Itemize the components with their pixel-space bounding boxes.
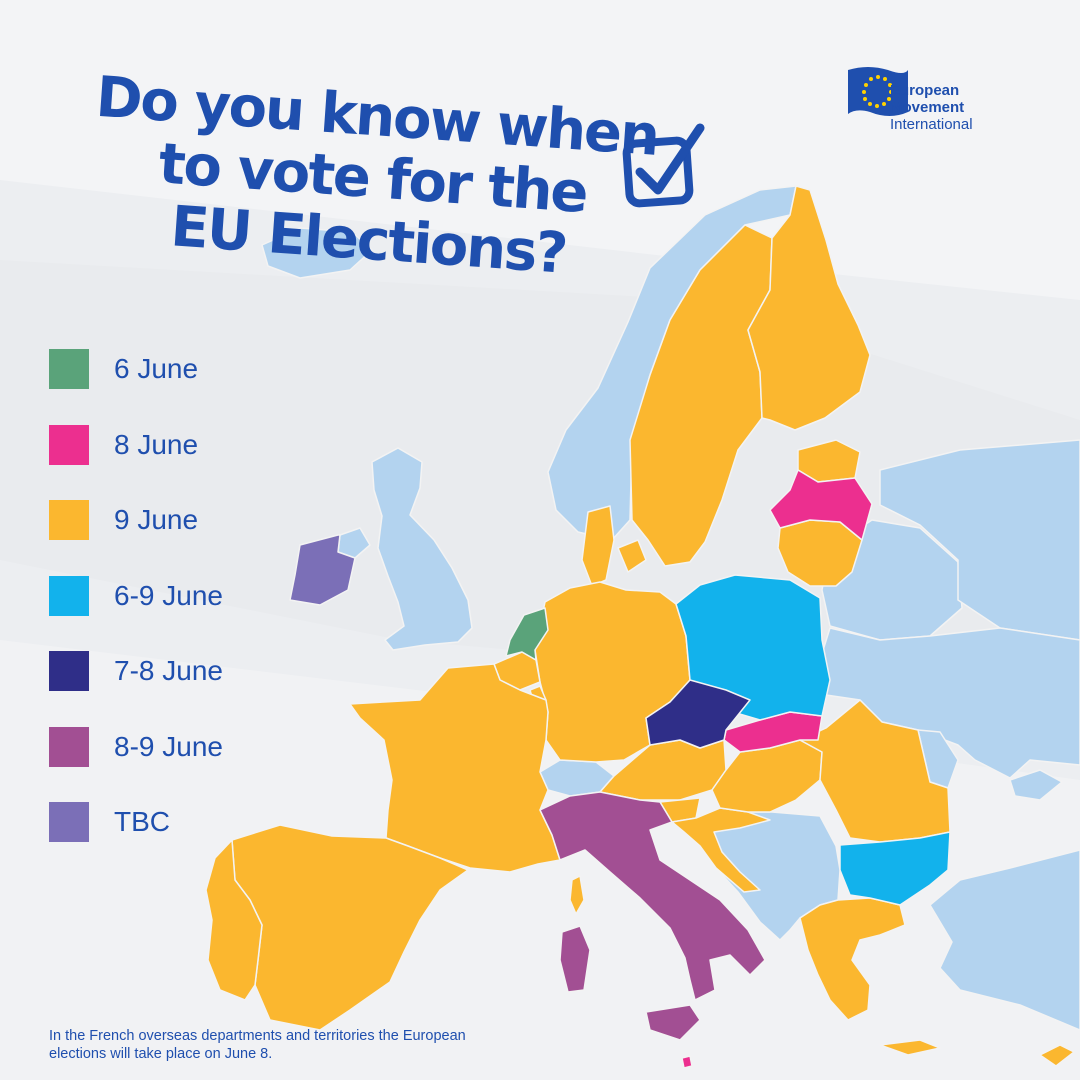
legend-label: 6-9 June: [114, 579, 223, 611]
country-portugal: [205, 839, 263, 1001]
logo-line-1: European: [890, 82, 960, 99]
legend-label: 6 June: [114, 353, 199, 384]
country-greece: [799, 897, 906, 1021]
country-malta: [681, 1055, 693, 1069]
country-czech-republic: [645, 679, 751, 749]
country-spain: [231, 824, 469, 1031]
eu-flag-icon: [848, 67, 908, 116]
country-cyprus: [1039, 1044, 1075, 1067]
country-sicily: [645, 1004, 701, 1041]
country-sardinia: [559, 925, 591, 993]
country-crimea: [1009, 769, 1063, 801]
country-ukraine: [819, 627, 1080, 779]
country-italy: [539, 791, 766, 1001]
country-netherlands: [505, 607, 549, 661]
country-hungary: [711, 739, 823, 813]
legend-swatch-8-june: [49, 424, 89, 465]
legend-swatch-9-june: [49, 500, 89, 540]
country-denmark: [581, 505, 615, 587]
country-latvia: [769, 469, 873, 541]
legend-label: 8-9 June: [114, 730, 223, 762]
country-turkey: [929, 849, 1080, 1031]
country-crete: [879, 1039, 941, 1056]
legend-swatch-tbc: [49, 802, 89, 842]
country-finland: [747, 185, 871, 431]
legend-label: 8 June: [114, 428, 199, 460]
country-denmark-islands: [617, 539, 647, 573]
logo-line-3: International: [890, 116, 973, 133]
legend-swatch-7-8-june: [49, 651, 89, 691]
country-great-britain: [371, 447, 473, 651]
country-russia: [879, 439, 1080, 641]
legend-swatch-6-9-june: [49, 575, 89, 616]
logo-text: European Movement International: [890, 82, 973, 133]
country-bulgaria: [839, 831, 951, 906]
legend-label: 7-8 June: [114, 655, 223, 686]
country-corsica: [569, 875, 585, 915]
legend-label: 9 June: [114, 504, 199, 535]
country-france: [349, 663, 561, 873]
ballot-checkbox-icon: [622, 123, 705, 208]
country-iceland: [261, 227, 373, 279]
legend-swatch-8-9-june: [49, 726, 89, 767]
logo-line-2: Movement: [890, 99, 965, 116]
legend-label: TBC: [114, 806, 170, 837]
legend-swatch-6-june: [49, 349, 89, 389]
footnote: In the French overseas departments and t…: [49, 1028, 466, 1062]
country-ireland: [289, 534, 356, 606]
